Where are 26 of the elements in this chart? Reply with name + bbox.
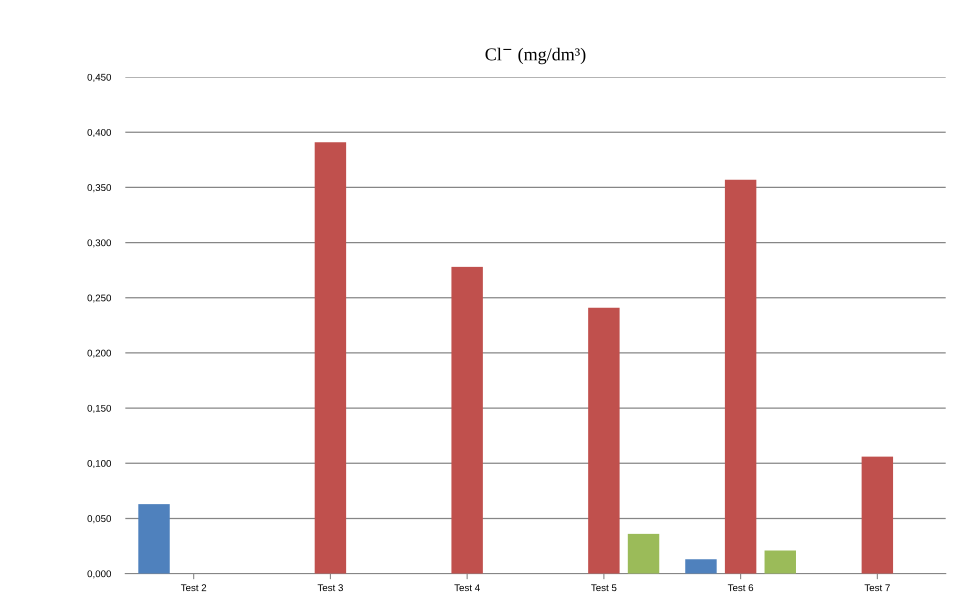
bar xyxy=(628,534,660,574)
y-tick-label: 0,350 xyxy=(87,184,112,192)
y-tick-label: 0,050 xyxy=(87,515,112,524)
x-tick-label: Test 3 xyxy=(318,584,343,592)
bar xyxy=(862,456,894,574)
y-tick-label: 0,100 xyxy=(87,460,112,468)
bar xyxy=(685,559,717,574)
y-tick-label: 0,450 xyxy=(87,74,112,82)
bar xyxy=(764,550,796,574)
x-tick-label: Test 4 xyxy=(454,584,480,592)
x-tick-label: Test 6 xyxy=(728,584,754,592)
y-tick-label: 0,250 xyxy=(87,294,112,303)
x-tick-label: Test 2 xyxy=(180,584,206,592)
bar xyxy=(588,308,620,574)
x-tick-label: Test 5 xyxy=(591,584,616,592)
bar xyxy=(314,142,346,574)
bar xyxy=(724,180,756,574)
chart-title: Cl$^{−}$ (mg/dm³) xyxy=(486,48,586,64)
x-tick-label: Test 7 xyxy=(864,584,890,592)
y-tick-label: 0,400 xyxy=(87,128,112,138)
bar xyxy=(451,266,483,574)
y-tick-label: 0,300 xyxy=(87,239,112,248)
y-tick-label: 0,000 xyxy=(87,570,112,578)
y-tick-label: 0,200 xyxy=(87,350,112,358)
bar xyxy=(138,504,170,574)
y-tick-label: 0,150 xyxy=(87,404,112,413)
